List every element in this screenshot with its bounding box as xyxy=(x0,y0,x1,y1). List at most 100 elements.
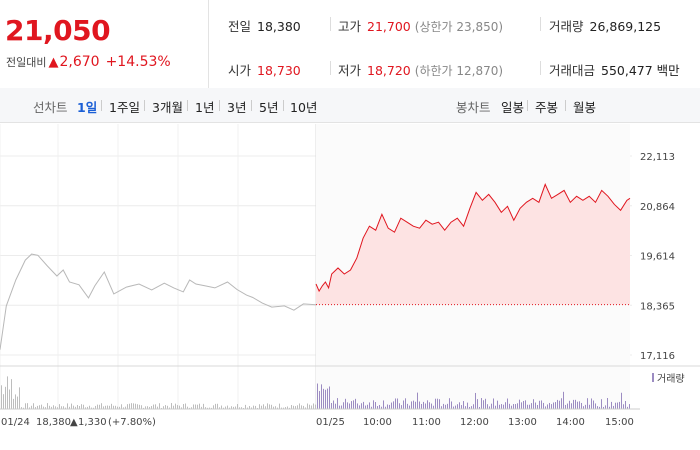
volume-bar xyxy=(505,402,506,409)
y-tick-label: 19,614 xyxy=(640,252,675,263)
volume-bar xyxy=(477,399,478,409)
volume-bar xyxy=(189,407,190,409)
candle-weekly[interactable]: 주봉 xyxy=(535,100,559,115)
volume-bar xyxy=(589,404,590,409)
range-3m[interactable]: 3개월 xyxy=(152,100,183,115)
volume-bar xyxy=(381,406,382,409)
volume-bar xyxy=(79,405,80,409)
volume-bar xyxy=(395,398,396,409)
open-stat: 시가 18,730 xyxy=(228,60,301,79)
volume-bar xyxy=(123,407,124,409)
today-price-line xyxy=(315,183,631,293)
volume-bar xyxy=(239,407,240,409)
volume-bar xyxy=(219,407,220,409)
volume-bar xyxy=(623,404,624,409)
volume-bar xyxy=(371,406,372,409)
volume-bar xyxy=(177,405,178,409)
volume-bar xyxy=(107,405,108,409)
volume-bar xyxy=(55,406,56,409)
volume-bar xyxy=(549,402,550,409)
volume-bar xyxy=(587,398,588,409)
up-triangle-icon: ▲ xyxy=(48,55,59,70)
volume-bar xyxy=(251,407,252,409)
range-1y[interactable]: 1년 xyxy=(195,100,215,115)
volume-bar xyxy=(409,405,410,409)
volume-bar xyxy=(265,406,266,409)
candle-monthly[interactable]: 월봉 xyxy=(573,100,597,115)
high-label: 고가 xyxy=(338,19,362,34)
volume-bar xyxy=(595,403,596,409)
volume-bar xyxy=(145,406,146,409)
volume-bar xyxy=(81,404,82,409)
volume-bar xyxy=(565,404,566,409)
volume-bar xyxy=(161,407,162,409)
volume-label: 거래량 xyxy=(549,19,584,34)
volume-bar xyxy=(73,405,74,409)
volume-bar xyxy=(33,403,34,409)
volume-bar xyxy=(425,403,426,409)
volume-bar xyxy=(279,403,280,409)
volume-bar xyxy=(179,405,180,409)
volume-bar xyxy=(193,404,194,409)
volume-bar xyxy=(191,407,192,409)
volume-bar xyxy=(341,405,342,409)
range-3y[interactable]: 3년 xyxy=(227,100,247,115)
volume-bar xyxy=(19,387,20,409)
volume-bar xyxy=(327,388,328,409)
volume-bar xyxy=(495,405,496,409)
volume-bar xyxy=(391,402,392,409)
volume-bar xyxy=(149,406,150,409)
volume-bar xyxy=(459,402,460,409)
volume-bar xyxy=(605,405,606,409)
range-1d[interactable]: 1일 xyxy=(77,100,98,115)
volume-bar xyxy=(261,405,262,409)
volume-bar xyxy=(133,403,134,409)
range-1w[interactable]: 1주일 xyxy=(109,100,140,115)
volume-bar xyxy=(305,407,306,409)
candle-daily[interactable]: 일봉 xyxy=(501,100,525,115)
volume-bar xyxy=(21,407,22,409)
volume-bar xyxy=(487,404,488,409)
range-10y[interactable]: 10년 xyxy=(290,100,318,115)
volume-bar xyxy=(499,404,500,409)
volume-bar xyxy=(89,405,90,409)
volume-bar xyxy=(585,404,586,409)
volume-bar xyxy=(431,403,432,409)
volume-bar xyxy=(203,403,204,409)
volume-bar xyxy=(335,403,336,409)
volume-bar xyxy=(71,403,72,409)
divider xyxy=(283,100,284,111)
volume-bar xyxy=(481,398,482,409)
volume-bar xyxy=(357,403,358,409)
volume-bar xyxy=(321,384,322,409)
volume-bar xyxy=(379,404,380,409)
open-label: 시가 xyxy=(228,63,252,78)
volume-bar xyxy=(187,406,188,409)
divider xyxy=(540,61,541,75)
volume-bar xyxy=(247,407,248,409)
volume-bar xyxy=(309,404,310,409)
volume-bar xyxy=(535,402,536,409)
volume-bar xyxy=(467,402,468,409)
range-5y[interactable]: 5년 xyxy=(259,100,279,115)
candle-chart-label: 봉차트 xyxy=(456,100,491,115)
volume-bar xyxy=(577,401,578,409)
volume-bar xyxy=(337,398,338,409)
volume-bar xyxy=(181,407,182,409)
volume-bar xyxy=(367,404,368,409)
volume-bar xyxy=(283,407,284,409)
low-stat: 저가 18,720 (하한가 12,870) xyxy=(338,60,503,79)
volume-bar xyxy=(195,404,196,409)
volume-bar xyxy=(333,400,334,409)
y-tick-label: 18,365 xyxy=(640,301,675,312)
volume-bar xyxy=(331,403,332,409)
x-tick-label: 11:00 xyxy=(412,417,441,428)
x-tick-label: 12:00 xyxy=(460,417,489,428)
volume-bar xyxy=(61,406,62,409)
volume-bar xyxy=(259,404,260,409)
volume-bar xyxy=(461,405,462,409)
volume-bar xyxy=(361,403,362,409)
volume-bar xyxy=(41,404,42,409)
volume-bar xyxy=(401,405,402,409)
volume-bar xyxy=(463,401,464,409)
